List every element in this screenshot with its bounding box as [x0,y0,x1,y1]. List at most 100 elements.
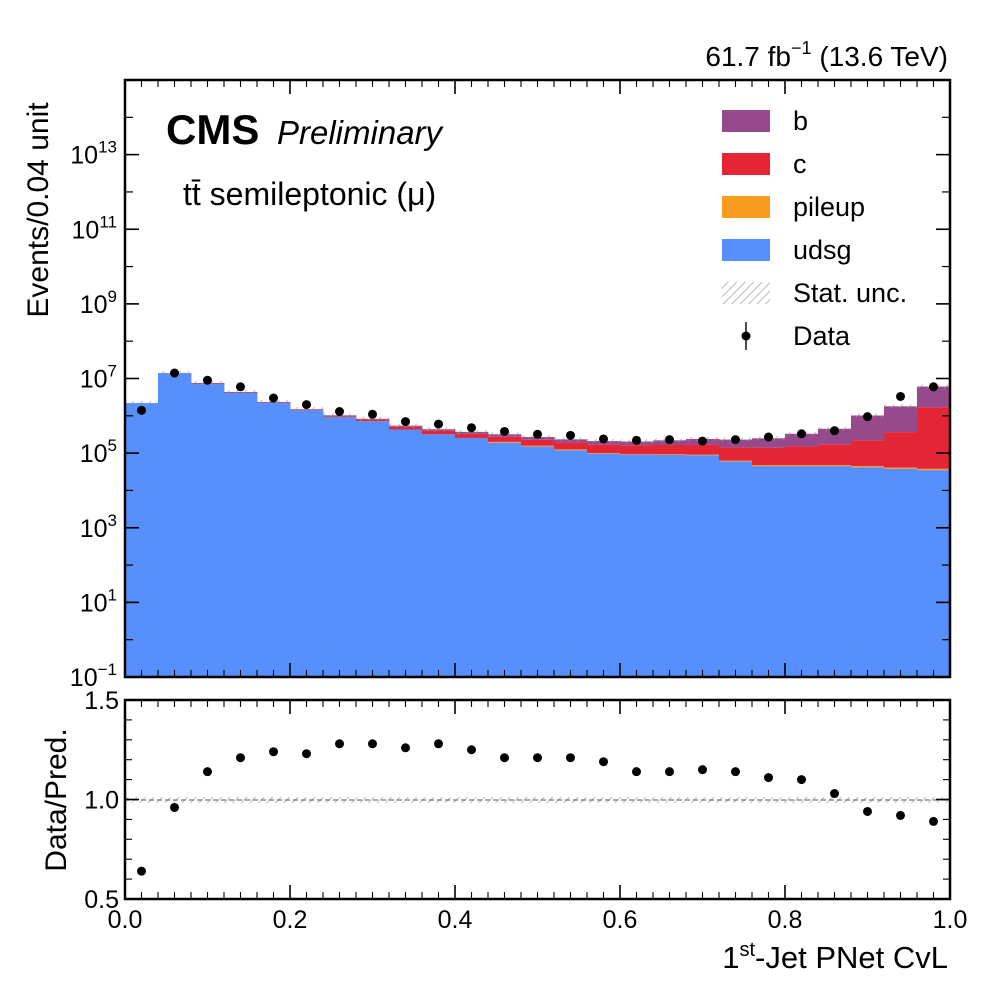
bar-pileup-14 [587,453,621,454]
legend-data-marker [741,331,751,341]
bar-udsg-24 [917,470,950,677]
stat-unc-9 [422,427,455,432]
bar-udsg-15 [620,454,654,677]
data-point-22 [863,412,872,422]
main-y-tick-label: 103 [80,511,117,543]
bar-udsg-18 [719,461,753,677]
x-tick-label: 0.8 [768,906,803,934]
data-point-5 [302,400,311,410]
bar-pileup-22 [851,466,885,468]
data-point-23 [896,391,905,401]
bar-pileup-18 [719,460,753,462]
legend-label: pileup [793,192,865,222]
bar-c-18 [719,447,753,461]
data-point-16 [665,435,674,445]
bar-udsg-1 [158,373,192,677]
bar-udsg-19 [752,466,786,677]
ratio-point-2 [203,767,212,777]
data-point-9 [434,419,443,429]
x-tick-label: 0.6 [603,906,638,934]
ratio-y-tick-label: 1.5 [84,687,119,715]
legend-label: Data [793,321,851,351]
bar-pileup-23 [884,467,918,469]
ratio-point-23 [896,810,905,820]
bar-udsg-8 [389,429,423,677]
bar-c-9 [422,430,456,435]
main-y-tick-label: 105 [80,436,117,468]
bar-c-24 [917,407,950,469]
bar-pileup-17 [686,454,720,456]
main-y-axis-label: Events/0.04 unit [22,102,55,318]
bar-udsg-0 [125,403,159,677]
bar-pileup-16 [653,454,687,455]
stat-unc-5 [290,407,323,412]
data-point-10 [467,423,476,433]
ratio-point-20 [797,775,806,785]
bar-udsg-12 [521,446,555,677]
bar-c-11 [488,436,522,442]
ratio-point-7 [368,739,377,749]
bar-c-17 [686,444,720,455]
legend-swatch-c [722,153,770,175]
stat-unc-23 [884,404,917,409]
ratio-point-8 [401,743,410,753]
ratio-point-19 [764,773,773,783]
bar-b-24 [917,386,950,408]
legend-swatch-pileup [722,196,770,218]
bar-c-20 [785,446,819,466]
legend-label: c [793,149,807,179]
bar-udsg-11 [488,442,522,677]
data-point-0 [137,405,146,415]
bar-udsg-14 [587,453,621,677]
data-point-18 [731,435,740,445]
ratio-point-13 [566,753,575,763]
main-y-tick-label: 107 [80,362,117,394]
data-point-6 [335,407,344,417]
bar-b-19 [752,438,786,448]
bar-c-21 [818,444,852,466]
legend-swatch-udsg [722,239,770,261]
bar-pileup-13 [554,449,588,451]
ratio-point-11 [500,753,509,763]
ratio-y-axis-label: Data/Pred. [40,728,73,871]
data-point-17 [698,436,707,446]
bar-c-14 [587,444,621,454]
ratio-point-5 [302,749,311,759]
bar-udsg-13 [554,450,588,677]
ratio-y-tick-label: 0.5 [84,886,119,914]
ratio-point-12 [533,753,542,763]
ratio-point-22 [863,806,872,816]
bar-pileup-12 [521,445,555,447]
bar-c-13 [554,442,588,450]
data-point-4 [269,393,278,403]
x-tick-label: 0.4 [438,906,473,934]
bar-c-12 [521,439,555,446]
bar-pileup-19 [752,465,786,467]
bar-c-8 [389,426,423,430]
bar-udsg-6 [323,416,357,677]
ratio-point-4 [269,747,278,757]
bar-udsg-16 [653,454,687,677]
x-tick-label: 1.0 [933,906,968,934]
cms-label: CMS [166,106,259,153]
legend-label: b [793,106,808,136]
bar-udsg-5 [290,409,324,677]
bar-udsg-3 [224,392,258,677]
bar-b-20 [785,433,819,447]
legend-label: Stat. unc. [793,278,907,308]
lumi-label: 61.7 fb−1 (13.6 TeV) [705,38,948,72]
data-point-2 [203,375,212,385]
bar-udsg-21 [818,466,852,677]
bar-udsg-20 [785,466,819,677]
main-panel: 10−1 101 103 105 107 109 1011 1013 [70,78,952,692]
bar-udsg-4 [257,402,291,677]
bar-pileup-11 [488,441,522,443]
bar-b-21 [818,428,852,445]
main-y-tick-label: 101 [80,585,117,617]
ratio-point-10 [467,745,476,755]
main-y-tick-label: 1011 [72,212,117,244]
data-point-3 [236,382,245,392]
ratio-point-1 [170,802,179,812]
ratio-point-3 [236,753,245,763]
